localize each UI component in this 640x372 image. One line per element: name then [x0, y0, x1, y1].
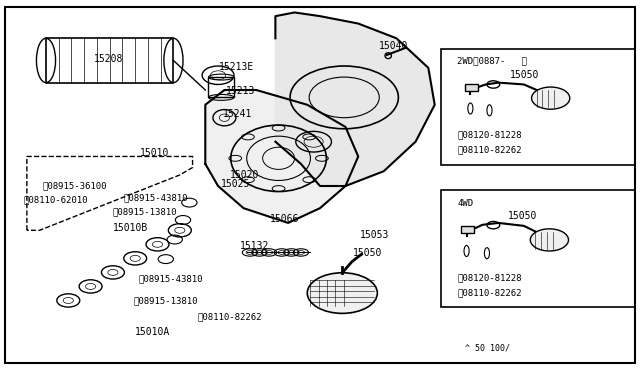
Text: Ⓥ08915-13810: Ⓥ08915-13810 [133, 297, 198, 306]
Text: 15020: 15020 [230, 170, 259, 180]
Text: Ⓓ08110-82262: Ⓓ08110-82262 [198, 312, 262, 321]
Polygon shape [46, 38, 173, 83]
Text: ^ 50 100/: ^ 50 100/ [465, 344, 510, 353]
Text: Ⓓ08120-81228: Ⓓ08120-81228 [457, 273, 522, 282]
Polygon shape [275, 13, 435, 186]
Text: 15050: 15050 [510, 70, 540, 80]
Text: 15050: 15050 [508, 211, 538, 221]
Bar [461, 226, 474, 233]
Text: 15213: 15213 [226, 86, 255, 96]
Text: 15010A: 15010A [135, 327, 170, 337]
Ellipse shape [532, 87, 570, 109]
Text: 15132: 15132 [241, 241, 269, 251]
Text: Ⓥ08915-43810: Ⓥ08915-43810 [124, 193, 188, 202]
Text: Ⓓ08120-81228: Ⓓ08120-81228 [457, 131, 522, 140]
Bar [465, 84, 478, 91]
Text: 15010B: 15010B [113, 224, 148, 234]
Bar [441, 190, 636, 307]
Ellipse shape [307, 273, 378, 313]
Text: 15010: 15010 [140, 148, 170, 158]
Text: 4WD: 4WD [457, 199, 473, 208]
Text: Ⓥ08915-43810: Ⓥ08915-43810 [138, 275, 203, 283]
Bar [441, 49, 636, 164]
Text: 2WD【0887-   】: 2WD【0887- 】 [457, 57, 527, 66]
Text: 15025: 15025 [221, 179, 251, 189]
Text: 15213E: 15213E [220, 62, 255, 72]
Text: Ⓥ08915-13810: Ⓥ08915-13810 [113, 207, 177, 217]
Text: 15208: 15208 [94, 54, 123, 64]
Ellipse shape [531, 229, 568, 251]
Bar [209, 77, 234, 97]
Text: 15040: 15040 [379, 41, 408, 51]
Text: 15066: 15066 [270, 214, 300, 224]
Text: Ⓥ08915-36100: Ⓥ08915-36100 [43, 182, 108, 190]
Text: 15053: 15053 [360, 230, 389, 240]
Bar [46, 38, 173, 83]
Text: Ⓓ08110-62010: Ⓓ08110-62010 [24, 196, 88, 205]
Polygon shape [205, 90, 358, 223]
Text: 15241: 15241 [223, 109, 253, 119]
Text: 15050: 15050 [353, 248, 383, 258]
Text: Ⓓ08110-82262: Ⓓ08110-82262 [457, 145, 522, 154]
Text: Ⓓ08110-82262: Ⓓ08110-82262 [457, 288, 522, 297]
